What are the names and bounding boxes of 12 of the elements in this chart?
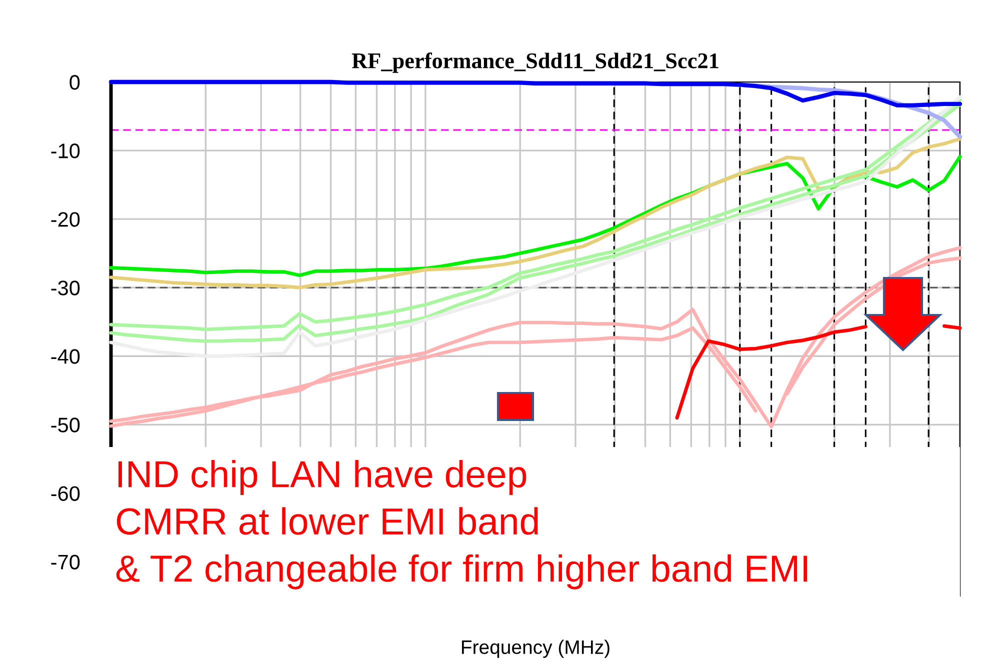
- y-tick-label: -60: [51, 486, 80, 501]
- x-axis-title: Frequency (MHz): [462, 640, 610, 658]
- line-series: [109, 137, 962, 290]
- y-tick-label: -20: [51, 212, 80, 227]
- y-tick-label: -40: [51, 349, 80, 364]
- annotation: IND chip LAN have deep CMRR at lower EMI band & T2 changeable for firm higher band EMI: [116, 460, 808, 590]
- chart-title: RF_performance_Sdd11_Sdd21_Scc21: [352, 52, 718, 73]
- y-tick-label: -30: [51, 280, 80, 296]
- y-tick-label: 0: [70, 75, 80, 90]
- y-tick-label: -50: [51, 418, 80, 432]
- y-tick-label: -70: [51, 554, 80, 570]
- y-tick-label: -10: [51, 144, 80, 158]
